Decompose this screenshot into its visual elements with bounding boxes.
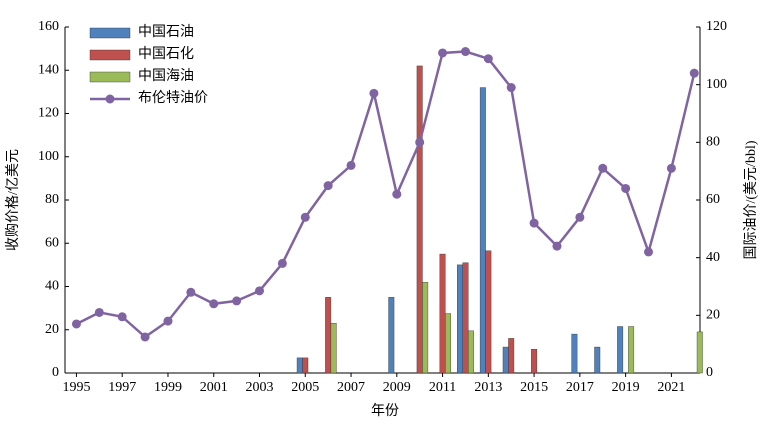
y2-tick-label: 120: [706, 19, 727, 34]
y-tick-label: 0: [52, 365, 59, 380]
line-marker: [438, 48, 448, 58]
bar: [467, 330, 474, 374]
line-marker: [460, 47, 470, 57]
y-tick-label: 100: [38, 149, 59, 164]
line: [75, 50, 696, 339]
line-marker: [186, 287, 196, 297]
bar: [439, 253, 446, 374]
y2-tick-label: 100: [706, 77, 727, 92]
bar: [296, 357, 303, 374]
x-tick-label: 1997: [108, 380, 136, 395]
line-marker: [277, 258, 287, 268]
y-tick-label: 160: [38, 19, 59, 34]
x-axis-title: 年份: [371, 403, 399, 419]
x-tick-label: 2021: [657, 380, 685, 395]
line-marker: [689, 68, 699, 78]
x-tick-label: 1999: [154, 380, 182, 395]
y-tick-label: 20: [45, 322, 59, 337]
bar: [479, 87, 486, 374]
bar: [628, 326, 635, 374]
x-tick-label: 2019: [612, 380, 640, 395]
line-marker: [392, 189, 402, 199]
bar: [696, 331, 703, 374]
y2-tick-label: 60: [706, 192, 720, 207]
x-tick-label: 2001: [200, 380, 228, 395]
x-tick-label: 2011: [429, 380, 456, 395]
bar: [416, 65, 423, 374]
x-tick-label: 2003: [246, 380, 274, 395]
y2-tick-label: 0: [706, 365, 713, 380]
legend-swatch: [89, 49, 131, 61]
x-tick-label: 1995: [62, 380, 90, 395]
x-tick-label: 2013: [474, 380, 502, 395]
line-marker: [71, 319, 81, 329]
line-marker: [163, 316, 173, 326]
bar: [445, 313, 452, 374]
line-marker: [323, 181, 333, 191]
legend-swatch: [105, 94, 115, 104]
line-marker: [369, 88, 379, 98]
bar: [594, 346, 601, 374]
y2-tick-label: 40: [706, 250, 720, 265]
line-marker: [575, 212, 585, 222]
line-marker: [644, 247, 654, 257]
line-marker: [415, 137, 425, 147]
bar: [325, 297, 332, 374]
bar: [571, 333, 578, 374]
line-marker: [300, 212, 310, 222]
line-marker: [346, 160, 356, 170]
line-marker: [529, 218, 539, 228]
line-marker: [598, 163, 608, 173]
line-marker: [255, 286, 265, 296]
y-axis-title: 收购价格/亿美元: [5, 149, 21, 251]
legend-label: 中国石油: [138, 24, 194, 40]
legend-swatch: [89, 27, 131, 39]
y-tick-label: 140: [38, 62, 59, 77]
y2-axis-title: 国际油价/(美元/bbl): [743, 140, 759, 259]
bar: [457, 264, 463, 374]
y-tick-label: 60: [45, 235, 59, 250]
legend-label: 中国石化: [138, 46, 194, 62]
bar: [388, 297, 395, 374]
line-marker: [117, 312, 127, 322]
x-tick-label: 2007: [337, 380, 365, 395]
bar: [531, 349, 538, 374]
y2-tick-label: 80: [706, 135, 720, 150]
y2-tick-label: 20: [706, 308, 720, 323]
bar: [422, 281, 429, 374]
bar: [508, 338, 515, 374]
line-marker: [552, 241, 562, 251]
line-marker: [483, 54, 493, 64]
line-marker: [506, 83, 516, 93]
bar: [302, 357, 309, 374]
bar: [617, 326, 624, 374]
line-marker: [140, 332, 150, 342]
bar: [462, 262, 469, 374]
bar: [485, 250, 492, 374]
y-tick-label: 80: [45, 192, 59, 207]
legend-label: 布伦特油价: [138, 90, 208, 106]
bar: [330, 323, 337, 374]
y-tick-label: 120: [38, 106, 59, 121]
line-marker: [621, 183, 631, 193]
x-tick-label: 2005: [291, 380, 319, 395]
line-marker: [232, 296, 242, 306]
x-tick-label: 2017: [566, 380, 594, 395]
legend-swatch: [89, 71, 131, 83]
x-tick-label: 2009: [383, 380, 411, 395]
line-marker: [666, 163, 676, 173]
legend-label: 中国海油: [138, 68, 194, 84]
y-tick-label: 40: [45, 279, 59, 294]
bar: [502, 346, 509, 374]
x-tick-label: 2015: [520, 380, 548, 395]
line-marker: [209, 299, 219, 309]
line-marker: [94, 307, 104, 317]
